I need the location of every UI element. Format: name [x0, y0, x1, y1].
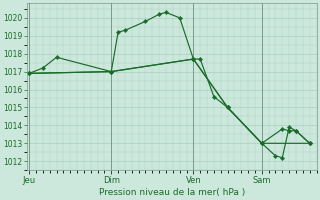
X-axis label: Pression niveau de la mer( hPa ): Pression niveau de la mer( hPa ): [99, 188, 245, 197]
